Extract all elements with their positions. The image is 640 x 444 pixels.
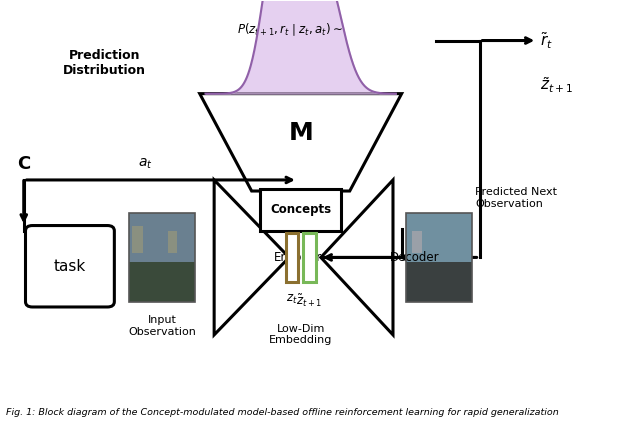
Polygon shape bbox=[214, 180, 289, 335]
Bar bbox=[132, 226, 143, 253]
Bar bbox=[406, 213, 472, 262]
Text: $\tilde{z}_{t+1}$: $\tilde{z}_{t+1}$ bbox=[296, 293, 323, 309]
Text: Predicted Next
Observation: Predicted Next Observation bbox=[475, 187, 557, 209]
Polygon shape bbox=[321, 180, 393, 335]
Polygon shape bbox=[200, 94, 402, 191]
Text: $\tilde{r}_t$: $\tilde{r}_t$ bbox=[540, 30, 553, 51]
Text: Input
Observation: Input Observation bbox=[128, 315, 196, 337]
Text: Concepts: Concepts bbox=[270, 203, 332, 216]
FancyBboxPatch shape bbox=[285, 233, 298, 282]
FancyBboxPatch shape bbox=[260, 189, 341, 231]
FancyBboxPatch shape bbox=[303, 233, 316, 282]
Text: $\tilde{z}_{t+1}$: $\tilde{z}_{t+1}$ bbox=[540, 75, 573, 95]
Text: Encoder: Encoder bbox=[274, 251, 322, 264]
Text: $z_t$: $z_t$ bbox=[286, 293, 298, 306]
Text: Fig. 1: Block diagram of the Concept-modulated model-based offline reinforcement: Fig. 1: Block diagram of the Concept-mod… bbox=[6, 408, 559, 417]
Bar bbox=[168, 231, 177, 253]
Text: $a_t$: $a_t$ bbox=[138, 157, 152, 171]
Text: Low-Dim
Embedding: Low-Dim Embedding bbox=[269, 324, 332, 345]
Text: M: M bbox=[288, 122, 313, 146]
Bar bbox=[412, 231, 422, 253]
Text: Prediction
Distribution: Prediction Distribution bbox=[63, 49, 146, 77]
Bar bbox=[129, 262, 195, 301]
Bar bbox=[406, 262, 472, 301]
Text: $P(z_{t+1}, r_t \mid z_t, a_t) \sim$: $P(z_{t+1}, r_t \mid z_t, a_t) \sim$ bbox=[237, 21, 343, 38]
Bar bbox=[129, 213, 195, 262]
FancyBboxPatch shape bbox=[26, 226, 115, 307]
Text: Decoder: Decoder bbox=[390, 251, 440, 264]
Text: C: C bbox=[17, 155, 30, 174]
Text: task: task bbox=[54, 259, 86, 274]
